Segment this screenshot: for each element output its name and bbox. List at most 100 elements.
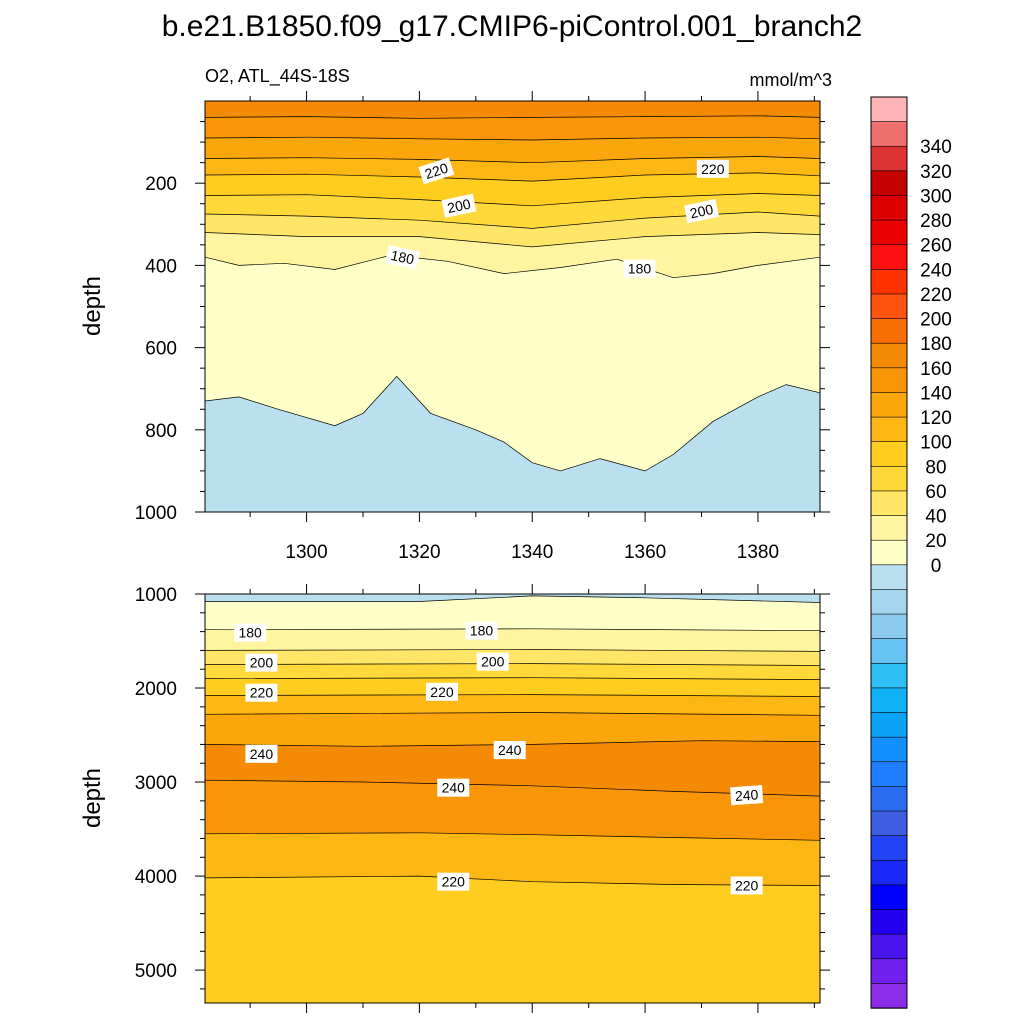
- colorbar-swatch: [870, 515, 908, 541]
- x-tick-label: 1300: [285, 542, 327, 563]
- contour-line: [205, 875, 820, 886]
- contour-label: 200: [245, 653, 278, 672]
- contour-label-text: 200: [481, 654, 505, 670]
- colorbar-swatch: [870, 810, 908, 837]
- x-tick-label: 1360: [624, 542, 666, 563]
- units-subtitle: mmol/m^3: [750, 70, 832, 90]
- x-tick-label: 1340: [511, 542, 553, 563]
- x-tick-label: 1380: [737, 542, 779, 563]
- contour-line: [205, 156, 820, 164]
- contour-label: 240: [493, 741, 526, 760]
- contour-label: 200: [683, 199, 720, 224]
- y-tick-label: 800: [145, 421, 177, 442]
- y-tick-label: 200: [145, 174, 177, 195]
- contour-label-text: 220: [250, 685, 274, 701]
- contour-line: [205, 832, 820, 841]
- y-tick-label: 4000: [135, 867, 177, 888]
- colorbar-swatch: [870, 613, 908, 640]
- y-tick-label: 600: [145, 339, 177, 360]
- contour-line: [205, 663, 820, 666]
- upper-panel: 220 220 200 200 180 180 200 400 600 800 1000 1300 13…: [135, 91, 830, 563]
- contour-label-text: 220: [423, 160, 450, 183]
- contour-label: 220: [730, 876, 763, 895]
- colorbar-swatch: [870, 244, 908, 271]
- colorbar-swatch: [870, 293, 908, 320]
- contour-line: [205, 628, 820, 632]
- variable-subtitle: O2, ATL_44S-18S: [205, 66, 350, 87]
- y-tick-label: 2000: [135, 679, 177, 700]
- colorbar-swatch: [870, 859, 908, 886]
- colorbar-swatch: [870, 662, 908, 689]
- colorbar-label: 300: [920, 186, 952, 207]
- lower-y-axis-title: depth: [79, 768, 106, 828]
- colorbar-label: 240: [920, 260, 952, 281]
- y-tick-label: 1000: [135, 585, 177, 606]
- colorbar-swatch: [870, 736, 908, 763]
- colorbar-swatch: [870, 441, 908, 468]
- contour-label: 220: [418, 157, 455, 185]
- contour-line: [205, 694, 820, 697]
- plot-frame: [204, 593, 821, 1004]
- colorbar-swatch: [870, 195, 908, 221]
- colorbar-label: 100: [920, 433, 952, 454]
- contour-label-text: 180: [470, 623, 494, 639]
- colorbar-swatch: [870, 145, 908, 172]
- contour-line: [205, 375, 820, 472]
- contour-label: 180: [234, 623, 267, 642]
- colorbar-swatch: [870, 786, 908, 812]
- contour-line: [205, 677, 820, 680]
- y-tick-label: 3000: [135, 773, 177, 794]
- colorbar-swatch: [870, 342, 908, 369]
- contour-label: 220: [245, 683, 278, 702]
- colorbar-swatch: [870, 835, 908, 861]
- colorbar-swatch: [870, 416, 908, 443]
- contour-label: 200: [476, 652, 509, 671]
- contour-label-text: 240: [250, 746, 274, 762]
- colorbar-label: 260: [920, 236, 952, 257]
- colorbar-label: 0: [931, 556, 942, 577]
- upper-y-axis-title: depth: [79, 276, 106, 336]
- contour-line: [205, 649, 820, 652]
- contour-line: [205, 712, 820, 716]
- contour-line: [205, 193, 820, 207]
- colorbar-swatch: [870, 909, 908, 935]
- colorbar-label: 140: [920, 383, 952, 404]
- colorbar-label: 20: [925, 531, 946, 552]
- y-tick-label: 400: [145, 256, 177, 277]
- colorbar-swatch: [870, 958, 908, 985]
- contour-line: [205, 779, 820, 797]
- contour-label: 240: [437, 778, 470, 797]
- contour-label: 200: [441, 193, 477, 218]
- colorbar-swatch: [870, 712, 908, 738]
- colorbar-swatch: [870, 687, 908, 714]
- x-tick-label: 1320: [398, 542, 440, 563]
- contour-line: [205, 595, 820, 603]
- contour-label: 180: [465, 621, 498, 640]
- contour-label: 220: [696, 159, 729, 178]
- contour-line: [205, 115, 820, 119]
- contour-label-text: 240: [734, 786, 759, 804]
- contour-label-text: 220: [701, 161, 725, 177]
- contour-label-text: 200: [446, 196, 472, 217]
- contour-fill: [205, 376, 820, 512]
- chart-title: b.e21.B1850.f09_g17.CMIP6-piControl.001_…: [162, 10, 863, 43]
- contour-label-text: 240: [498, 742, 522, 758]
- contour-line: [205, 254, 820, 279]
- colorbar-label: 280: [920, 211, 952, 232]
- contour-label-text: 240: [442, 780, 466, 796]
- contour-line: [205, 740, 820, 747]
- colorbar-swatch: [870, 589, 908, 615]
- contour-label-text: 220: [442, 874, 466, 890]
- colorbar-swatch: [870, 884, 908, 911]
- colorbar-swatch: [870, 564, 908, 591]
- colorbar-label: 120: [920, 408, 952, 429]
- colorbar-swatch: [870, 933, 908, 960]
- colorbar-label: 340: [920, 137, 952, 158]
- contour-label: 220: [425, 682, 458, 701]
- contour-label-text: 180: [238, 625, 262, 641]
- colorbar-swatch: [870, 638, 908, 664]
- contour-label: 180: [623, 259, 656, 278]
- colorbar-label: 320: [920, 162, 952, 183]
- contour-label: 240: [245, 744, 278, 763]
- colorbar-swatch: [870, 269, 908, 295]
